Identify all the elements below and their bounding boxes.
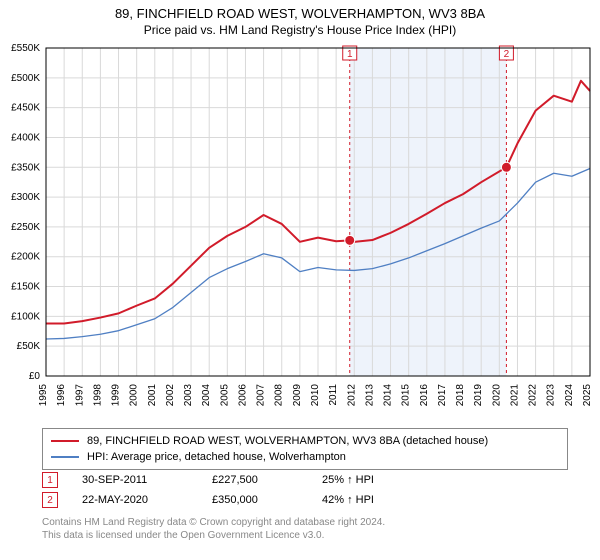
svg-text:2009: 2009 [292, 384, 303, 407]
svg-text:2005: 2005 [219, 384, 230, 407]
svg-text:1998: 1998 [92, 384, 103, 407]
svg-text:2016: 2016 [419, 384, 430, 407]
svg-text:£300K: £300K [11, 192, 40, 203]
svg-text:2012: 2012 [346, 384, 357, 407]
legend-label-1: 89, FINCHFIELD ROAD WEST, WOLVERHAMPTON,… [87, 433, 488, 449]
svg-text:2017: 2017 [437, 384, 448, 407]
svg-text:£200K: £200K [11, 252, 40, 263]
svg-text:2022: 2022 [528, 384, 539, 407]
marker-row-2: 2 22-MAY-2020 £350,000 42% ↑ HPI [42, 490, 432, 510]
svg-text:2000: 2000 [129, 384, 140, 407]
chart-container: 89, FINCHFIELD ROAD WEST, WOLVERHAMPTON,… [0, 0, 600, 560]
svg-text:2: 2 [504, 49, 510, 60]
footer-line-1: Contains HM Land Registry data © Crown c… [42, 516, 385, 529]
svg-text:2008: 2008 [274, 384, 285, 407]
svg-text:2002: 2002 [165, 384, 176, 407]
svg-text:2023: 2023 [546, 384, 557, 407]
svg-text:2011: 2011 [328, 384, 339, 406]
svg-text:2006: 2006 [237, 384, 248, 407]
marker-price-2: £350,000 [212, 494, 322, 506]
legend-swatch-2 [51, 456, 79, 458]
svg-text:2001: 2001 [147, 384, 158, 407]
svg-text:2025: 2025 [582, 384, 593, 407]
svg-text:2019: 2019 [473, 384, 484, 407]
svg-text:2020: 2020 [491, 384, 502, 407]
marker-table: 1 30-SEP-2011 £227,500 25% ↑ HPI 2 22-MA… [42, 470, 432, 510]
svg-text:£150K: £150K [11, 282, 40, 293]
svg-text:1999: 1999 [111, 384, 122, 407]
svg-text:2013: 2013 [364, 384, 375, 407]
svg-text:£450K: £450K [11, 103, 40, 114]
marker-badge-2: 2 [42, 492, 58, 508]
svg-text:£100K: £100K [11, 311, 40, 322]
legend-item-2: HPI: Average price, detached house, Wolv… [51, 449, 559, 465]
marker-pct-2: 42% ↑ HPI [322, 494, 432, 506]
chart-plot: £0 £50K £100K £150K £200K £250K £300K £350K £400… [0, 42, 600, 422]
title-line-2: Price paid vs. HM Land Registry's House … [0, 23, 600, 37]
footer-line-2: This data is licensed under the Open Gov… [42, 529, 385, 542]
svg-text:2003: 2003 [183, 384, 194, 407]
title-line-1: 89, FINCHFIELD ROAD WEST, WOLVERHAMPTON,… [0, 6, 600, 21]
svg-text:£350K: £350K [11, 162, 40, 173]
marker-price-1: £227,500 [212, 474, 322, 486]
svg-text:2021: 2021 [509, 384, 520, 407]
marker-pct-1: 25% ↑ HPI [322, 474, 432, 486]
chart-svg: £0 £50K £100K £150K £200K £250K £300K £350K £400… [0, 42, 600, 422]
svg-text:2004: 2004 [201, 384, 212, 407]
svg-text:2024: 2024 [564, 384, 575, 407]
svg-text:2018: 2018 [455, 384, 466, 407]
legend-item-1: 89, FINCHFIELD ROAD WEST, WOLVERHAMPTON,… [51, 433, 559, 449]
marker-badge-1: 1 [42, 472, 58, 488]
svg-text:2007: 2007 [256, 384, 267, 407]
legend-swatch-1 [51, 440, 79, 442]
svg-text:2015: 2015 [401, 384, 412, 407]
marker-date-1: 30-SEP-2011 [82, 474, 212, 486]
marker-row-1: 1 30-SEP-2011 £227,500 25% ↑ HPI [42, 470, 432, 490]
svg-text:£250K: £250K [11, 222, 40, 233]
marker-date-2: 22-MAY-2020 [82, 494, 212, 506]
chart-titles: 89, FINCHFIELD ROAD WEST, WOLVERHAMPTON,… [0, 0, 600, 37]
svg-text:2014: 2014 [383, 384, 394, 407]
svg-text:£50K: £50K [17, 341, 41, 352]
legend: 89, FINCHFIELD ROAD WEST, WOLVERHAMPTON,… [42, 428, 568, 470]
svg-text:1995: 1995 [38, 384, 49, 407]
svg-text:1996: 1996 [56, 384, 67, 407]
svg-text:£0: £0 [29, 371, 41, 382]
svg-text:£550K: £550K [11, 43, 40, 54]
svg-text:1: 1 [347, 49, 353, 60]
svg-text:1997: 1997 [74, 384, 85, 407]
legend-label-2: HPI: Average price, detached house, Wolv… [87, 449, 346, 465]
svg-text:£500K: £500K [11, 73, 40, 84]
svg-text:£400K: £400K [11, 132, 40, 143]
footer: Contains HM Land Registry data © Crown c… [42, 516, 385, 542]
svg-text:2010: 2010 [310, 384, 321, 407]
